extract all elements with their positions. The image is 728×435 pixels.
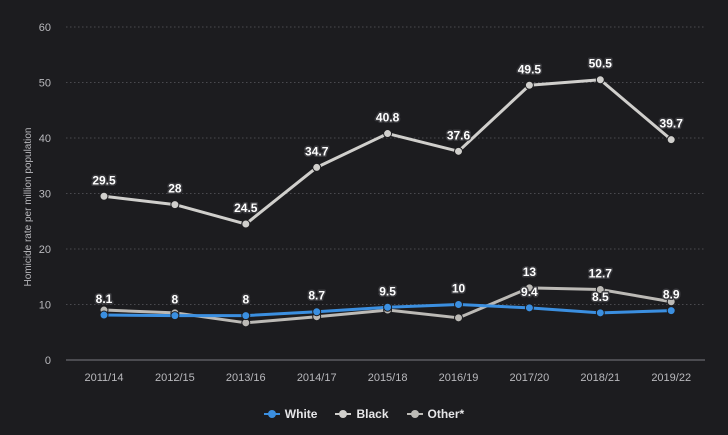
x-axis: 2011/14 2012/15 2013/16 2014/17 2015/18 2016/… [85,372,692,384]
x-tick-label: 2012/15 [155,372,195,384]
data-point [170,311,180,321]
y-tick-label: 0 [45,355,51,367]
data-label: 8.7 [308,289,325,303]
x-tick-label: 2011/14 [85,372,124,384]
y-tick-label: 10 [39,300,51,312]
legend-item[interactable]: White [263,407,318,421]
data-label: 8.5 [592,290,609,304]
data-point [666,297,676,307]
data-label: 10 [452,282,466,296]
data-label: 12.7 [589,267,613,281]
legend-item[interactable]: Other* [406,407,465,421]
data-point [454,300,463,309]
legend-swatch-icon [335,409,352,419]
x-tick-label: 2018/21 [580,372,620,384]
data-label: 9.4 [521,285,538,299]
data-labels: 8.1 8 8 8.7 9.5 10 9.4 8.5 8.9 29.5 28 24.5 34.7 40.8… [91,55,685,308]
legend-swatch-icon [406,409,423,419]
x-tick-label: 2014/17 [297,372,337,384]
x-tick-label: 2013/16 [226,372,266,384]
y-tick-label: 50 [39,78,51,90]
data-point [666,306,676,316]
y-tick-label: 20 [39,244,51,256]
data-label: 50.5 [589,57,613,71]
data-label: 39.7 [660,117,684,131]
series-line-black [103,78,673,226]
data-label: 28 [168,182,182,196]
x-tick-label: 2019/22 [651,372,691,384]
data-point [666,135,676,145]
data-point [312,307,322,317]
data-point [524,303,534,313]
data-label: 24.5 [234,201,258,215]
y-tick-label: 60 [39,22,51,34]
data-label: 8 [172,293,179,307]
data-label: 34.7 [305,144,329,158]
y-axis-label: Homicide rate per million population [23,128,34,287]
data-point [312,162,322,172]
data-point [170,200,180,210]
legend-label: Black [356,407,389,421]
data-point [454,313,463,323]
data-point [524,283,534,293]
data-label: 37.6 [447,128,471,142]
data-label: 8.1 [96,292,113,306]
data-point [241,219,251,229]
y-axis: 0 10 20 30 40 50 60 [39,22,51,367]
data-point [454,146,463,156]
data-point [241,311,251,321]
series-lines [99,75,676,328]
data-point [383,302,393,312]
x-tick-label: 2015/18 [368,372,408,384]
y-tick-label: 30 [39,189,51,201]
data-point [383,129,393,139]
data-label: 40.8 [376,111,400,125]
data-label: 49.5 [518,62,542,76]
data-label: 29.5 [92,173,116,187]
data-point [595,75,605,85]
y-tick-label: 40 [39,133,51,145]
legend: White Black Other* [0,407,728,421]
legend-label: Other* [427,407,465,421]
data-label: 9.5 [379,284,396,298]
data-point [99,310,109,320]
legend-label: White [284,407,318,421]
data-point [595,308,605,318]
legend-item[interactable]: Black [335,407,389,421]
data-label: 8 [242,293,249,307]
data-label: 13 [523,265,537,279]
data-point [595,285,605,295]
data-point [99,191,109,201]
x-tick-label: 2016/19 [439,372,479,384]
legend-swatch-icon [263,409,280,419]
data-point [524,80,534,90]
x-tick-label: 2017/20 [510,372,550,384]
data-label: 8.9 [663,288,680,302]
